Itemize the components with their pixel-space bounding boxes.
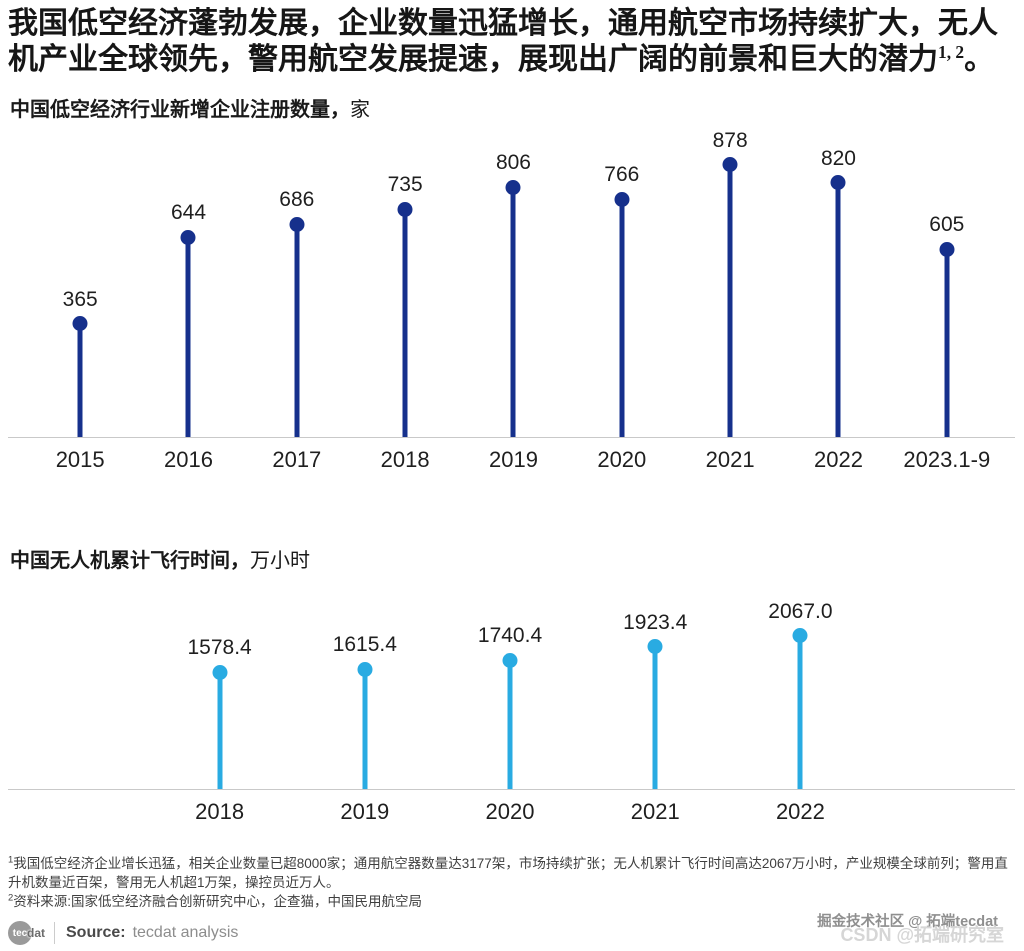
data-value-label: 806 bbox=[495, 151, 531, 175]
data-point-dot bbox=[505, 179, 521, 195]
chart2-title-text: 中国无人机累计飞行时间， bbox=[10, 550, 250, 572]
data-point-stem bbox=[217, 672, 223, 789]
data-point-stem bbox=[77, 323, 83, 437]
data-point-stem bbox=[797, 635, 803, 789]
data-value-label: 766 bbox=[604, 163, 640, 187]
chart1-x-axis-line bbox=[8, 437, 1015, 438]
footnote-2: 2资料来源:国家低空经济融合创新研究中心，企查猫，中国民用航空局 bbox=[8, 892, 422, 909]
chart2-x-axis-labels: 2018 2019 2020 2021 2022 bbox=[147, 799, 873, 825]
data-point-dot bbox=[180, 229, 196, 245]
chart1-title-text: 中国低空经济行业新增企业注册数量， bbox=[10, 99, 350, 121]
x-axis-label: 2019 bbox=[489, 447, 538, 472]
flight-hours-chart: 1578.4 1615.4 1740.4 1923.4 2067.0 bbox=[147, 589, 873, 789]
source-divider bbox=[54, 922, 55, 944]
lollipop-point: 1578.4 bbox=[147, 589, 292, 789]
lollipop-point: 644 bbox=[134, 130, 242, 437]
lollipop-point: 820 bbox=[784, 130, 892, 437]
data-value-label: 878 bbox=[712, 128, 748, 152]
source-value: tecdat analysis bbox=[132, 924, 239, 941]
page-title-line1: 我国低空经济蓬勃发展，企业数量迅猛增长，通用航空市场持续扩大，无人 bbox=[8, 7, 998, 40]
data-point-stem bbox=[402, 209, 408, 437]
chart2-title: 中国无人机累计飞行时间，万小时 bbox=[10, 548, 310, 574]
data-point-stem bbox=[185, 237, 191, 437]
lollipop-point: 878 bbox=[676, 129, 784, 437]
lollipop-point: 365 bbox=[26, 130, 134, 437]
tecdat-logo-suffix: dat bbox=[27, 926, 45, 940]
chart2-x-axis-line bbox=[8, 789, 1015, 790]
lollipop-point: 766 bbox=[568, 130, 676, 437]
data-point-dot bbox=[830, 175, 846, 191]
data-point-dot bbox=[212, 664, 228, 680]
data-point-dot bbox=[722, 157, 738, 173]
x-axis-label: 2020 bbox=[597, 447, 647, 472]
data-point-stem bbox=[652, 646, 658, 789]
x-axis-label: 2017 bbox=[272, 447, 322, 472]
data-value-label: 1578.4 bbox=[187, 636, 252, 660]
x-axis-label: 2018 bbox=[195, 799, 245, 824]
data-value-label: 686 bbox=[279, 188, 315, 212]
data-value-label: 735 bbox=[387, 173, 423, 197]
data-value-label: 1923.4 bbox=[623, 610, 688, 634]
data-point-dot bbox=[397, 201, 413, 217]
lollipop-point: 605 bbox=[893, 130, 1001, 437]
x-axis-label: 2022 bbox=[813, 447, 863, 472]
watermark-juejin-tecdat: 掘金技术社区 @ 拓端tecdat bbox=[817, 914, 998, 930]
data-point-dot bbox=[502, 652, 518, 668]
footnote-1: 1我国低空经济企业增长迅猛，相关企业数量已超8000家；通用航空器数量达3177… bbox=[8, 854, 1008, 890]
lollipop-point: 686 bbox=[243, 130, 351, 437]
page-title-line2: 机产业全球领先，警用航空发展提速，展现出广阔的前景和巨大的潜力1, 2。 bbox=[8, 42, 995, 76]
data-point-dot bbox=[939, 241, 955, 257]
lollipop-point: 806 bbox=[459, 130, 567, 437]
data-point-dot bbox=[289, 216, 305, 232]
tecdat-logo-circle: tec bbox=[8, 921, 32, 945]
data-point-dot bbox=[614, 191, 630, 207]
x-axis-label: 2021 bbox=[630, 799, 680, 824]
x-axis-label: 2020 bbox=[485, 799, 535, 824]
data-point-stem bbox=[294, 224, 300, 437]
x-axis-label: 2019 bbox=[340, 799, 390, 824]
lollipop-point: 2067.0 bbox=[728, 589, 873, 789]
data-point-stem bbox=[727, 164, 733, 437]
data-point-stem bbox=[944, 249, 950, 437]
x-axis-label: 2023.1-9 bbox=[903, 447, 991, 472]
data-point-stem bbox=[510, 187, 516, 437]
source-label: Source: bbox=[66, 924, 126, 941]
data-point-dot bbox=[72, 316, 88, 332]
data-value-label: 820 bbox=[820, 146, 856, 170]
data-point-dot bbox=[792, 628, 808, 644]
data-point-stem bbox=[619, 199, 625, 437]
lollipop-point: 1923.4 bbox=[583, 589, 728, 789]
tecdat-logo: tec dat bbox=[8, 921, 45, 945]
title-superscript: 1, 2 bbox=[938, 42, 965, 62]
watermark-csdn-tuoduan: CSDN @拓端研究室 bbox=[840, 925, 1004, 945]
data-point-stem bbox=[835, 182, 841, 437]
data-value-label: 1615.4 bbox=[332, 633, 397, 657]
x-axis-label: 2021 bbox=[705, 447, 755, 472]
data-point-dot bbox=[357, 661, 373, 677]
chart1-x-axis-labels: 2015 2016 2017 2018 2019 2020 2021 2022 2023.1-9 bbox=[26, 447, 1001, 473]
footnotes: 1我国低空经济企业增长迅猛，相关企业数量已超8000家；通用航空器数量达3177… bbox=[8, 854, 1016, 911]
data-value-label: 2067.0 bbox=[768, 599, 833, 623]
data-value-label: 365 bbox=[62, 287, 98, 311]
page-title: 我国低空经济蓬勃发展，企业数量迅猛增长，通用航空市场持续扩大，无人 机产业全球领… bbox=[8, 6, 1018, 78]
data-point-stem bbox=[362, 669, 368, 789]
data-point-stem bbox=[507, 660, 513, 789]
lollipop-point: 735 bbox=[351, 130, 459, 437]
lollipop-point: 1740.4 bbox=[437, 589, 582, 789]
data-value-label: 1740.4 bbox=[477, 624, 543, 648]
lollipop-point: 1615.4 bbox=[292, 589, 437, 789]
data-point-dot bbox=[647, 639, 663, 655]
source-bar: tec dat Source: tecdat analysis bbox=[8, 920, 238, 946]
data-value-label: 605 bbox=[929, 213, 965, 237]
chart1-unit: 家 bbox=[350, 99, 370, 121]
data-value-label: 644 bbox=[170, 201, 207, 225]
new-companies-chart: 365 644 686 735 806 766 878 820 605 bbox=[26, 129, 1001, 437]
x-axis-label: 2016 bbox=[164, 447, 213, 472]
x-axis-label: 2015 bbox=[55, 447, 105, 472]
x-axis-label: 2018 bbox=[380, 447, 430, 472]
chart1-title: 中国低空经济行业新增企业注册数量，家 bbox=[10, 97, 370, 123]
x-axis-label: 2022 bbox=[775, 799, 825, 824]
chart2-unit: 万小时 bbox=[250, 550, 310, 572]
